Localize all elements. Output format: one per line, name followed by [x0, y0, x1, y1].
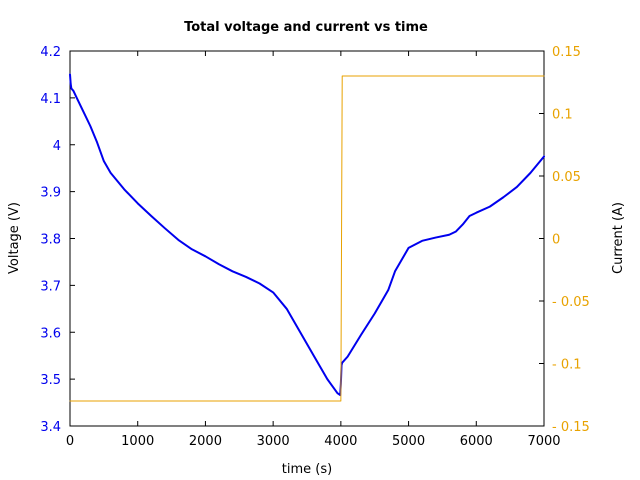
y-right-axis-ticks: - 0.15 - 0.1 - 0.05 0 0.05 0.1 0.15 [539, 45, 590, 435]
voltage-series-line [69, 73, 545, 397]
y-left-tick-label: 4.2 [40, 45, 61, 60]
y-right-tick-label: 0.15 [552, 45, 581, 60]
y-right-axis-label: Current (A) [611, 202, 626, 274]
y-right-tick-label: - 0.05 [552, 295, 590, 310]
x-tick-label: 6000 [460, 434, 493, 449]
chart-title: Total voltage and current vs time [184, 20, 428, 35]
series-layer [69, 73, 545, 402]
y-right-tick-label: - 0.15 [552, 420, 590, 435]
y-left-tick-label: 3.5 [40, 373, 61, 388]
y-left-tick-label: 4 [53, 139, 61, 154]
y-left-axis-label: Voltage (V) [7, 202, 22, 274]
x-tick-label: 7000 [527, 434, 560, 449]
current-series-line [69, 75, 545, 402]
y-left-tick-label: 3.6 [40, 326, 61, 341]
y-left-tick-label: 3.7 [40, 279, 61, 294]
y-right-tick-label: 0 [552, 233, 560, 248]
x-tick-label: 4000 [324, 434, 357, 449]
y-right-tick-label: 0.05 [552, 170, 581, 185]
y-right-tick-label: - 0.1 [552, 358, 582, 373]
plot-frame [69, 50, 545, 427]
y-left-tick-label: 3.4 [40, 420, 61, 435]
x-tick-label: 5000 [392, 434, 425, 449]
y-left-tick-label: 3.8 [40, 233, 61, 248]
y-left-tick-label: 4.1 [40, 92, 61, 107]
x-axis-ticks: 0 1000 2000 3000 4000 5000 6000 7000 [66, 51, 561, 449]
y-left-axis-ticks: 3.4 3.5 3.6 3.7 3.8 3.9 4 4.1 4.2 [40, 45, 75, 435]
x-tick-label: 3000 [257, 434, 290, 449]
x-tick-label: 0 [66, 434, 74, 449]
x-tick-label: 2000 [189, 434, 222, 449]
x-tick-label: 1000 [121, 434, 154, 449]
x-axis-label: time (s) [282, 462, 332, 477]
y-left-tick-label: 3.9 [40, 186, 61, 201]
y-right-tick-label: 0.1 [552, 108, 573, 123]
